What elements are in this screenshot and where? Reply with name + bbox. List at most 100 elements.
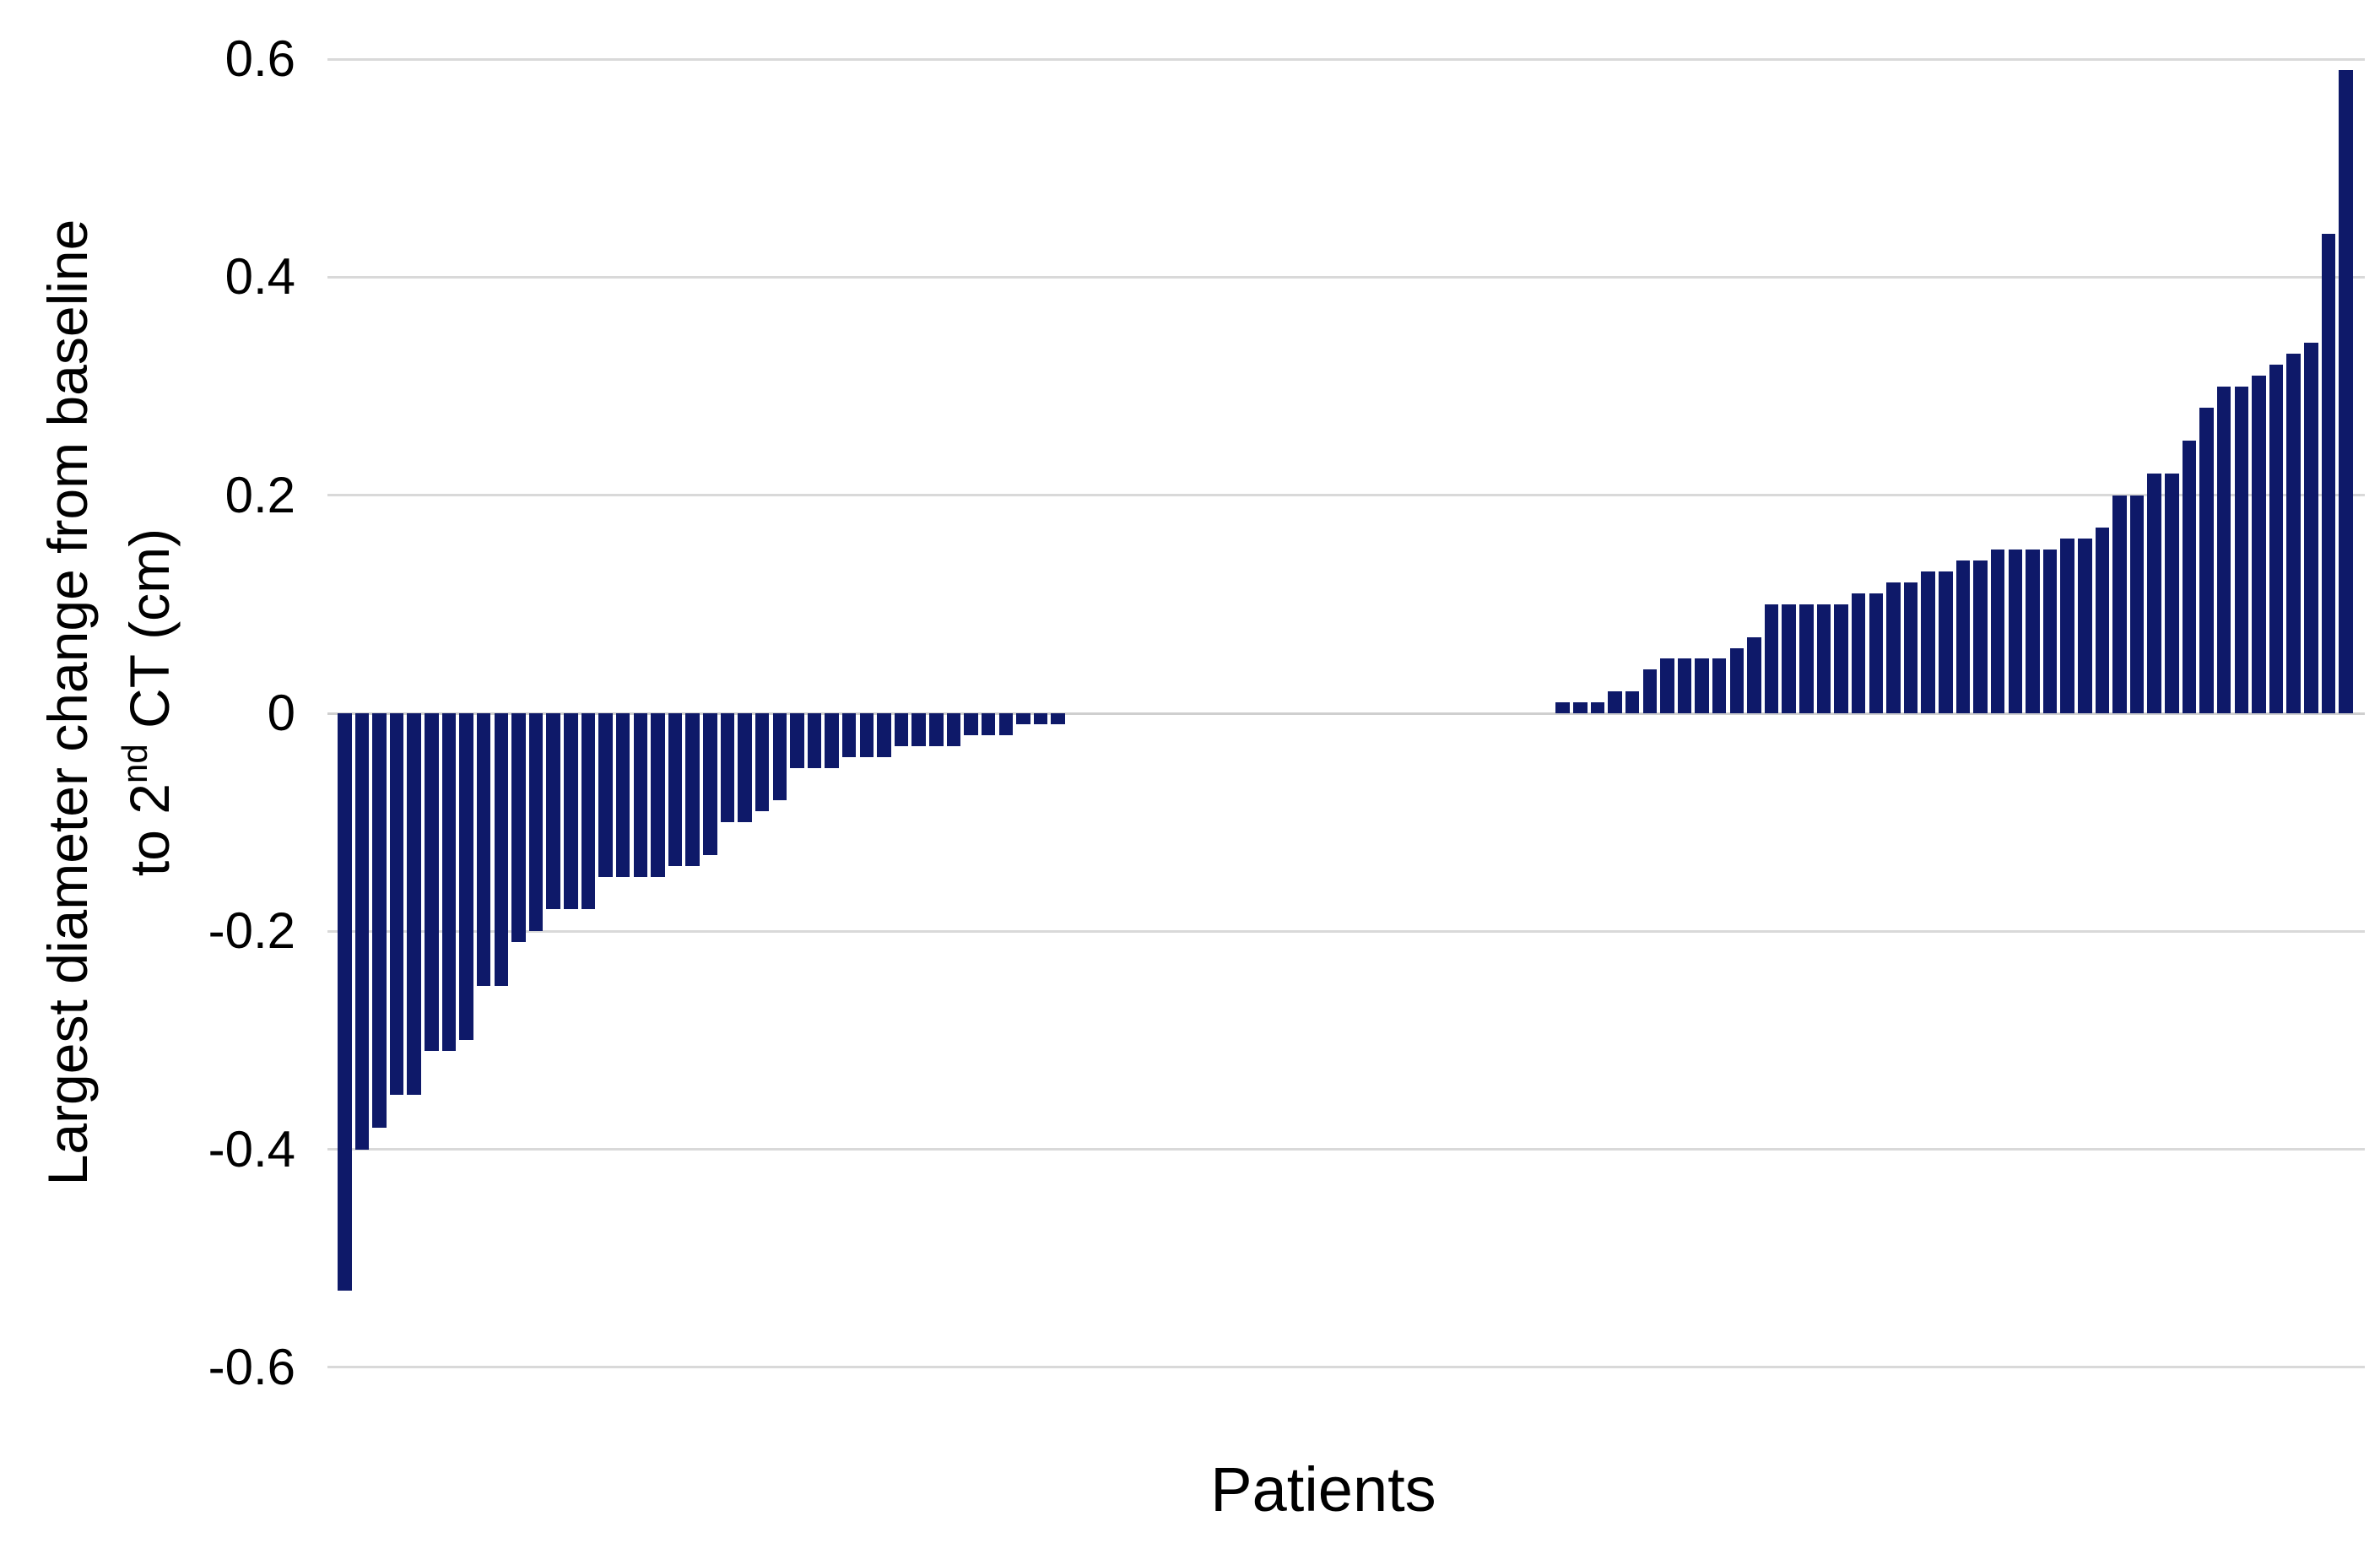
patient-bar <box>564 713 578 910</box>
patient-bar <box>2147 473 2161 713</box>
patient-bar <box>894 713 909 746</box>
patient-bar <box>911 713 926 746</box>
gridline <box>327 1148 2365 1151</box>
patient-bar <box>1973 560 1988 713</box>
patient-bar <box>1642 669 1657 713</box>
y-axis-title: Largest diameter change from baseline to… <box>35 69 181 1335</box>
x-axis-title: Patients <box>1210 1454 1436 1524</box>
patient-bar <box>1782 604 1796 713</box>
patient-bar <box>998 713 1014 735</box>
patient-bar <box>2095 528 2110 713</box>
patient-bar <box>1555 702 1570 713</box>
patient-bar <box>790 713 804 768</box>
patient-bar <box>703 713 717 855</box>
patient-bar <box>1834 604 1848 713</box>
patient-bar <box>1677 658 1692 713</box>
patient-bar <box>2078 539 2092 713</box>
patient-bar <box>2252 375 2266 713</box>
y-tick-label: 0 <box>267 685 295 741</box>
patient-bar <box>1764 604 1779 713</box>
patient-bar <box>1921 571 1935 713</box>
patient-bar <box>2042 550 2058 713</box>
gridline <box>327 57 2365 61</box>
patient-bar <box>2286 353 2301 713</box>
patient-bar <box>2129 495 2145 713</box>
patient-bar <box>2165 473 2179 713</box>
patient-bar <box>1590 702 1605 713</box>
patient-bar <box>755 713 770 812</box>
y-tick-label: -0.2 <box>208 902 295 960</box>
patient-bar <box>511 713 526 943</box>
patient-bar <box>1990 550 2005 713</box>
patient-bar <box>981 713 996 735</box>
patient-bar <box>929 713 944 746</box>
patient-bar <box>354 713 370 1150</box>
y-tick-label: 0.6 <box>224 30 295 88</box>
patient-bar <box>441 713 457 1052</box>
patient-bar <box>1747 636 1761 713</box>
patient-bar <box>425 713 439 1052</box>
patient-bar <box>1939 571 1953 713</box>
patient-bar <box>964 713 978 735</box>
patient-bar <box>494 713 509 986</box>
patient-bar <box>685 713 700 866</box>
patient-bar <box>720 713 735 823</box>
y-tick-label: 0.2 <box>224 466 295 523</box>
patient-bar <box>2112 495 2127 713</box>
gridline <box>327 1366 2365 1369</box>
x-axis-zero-line <box>327 712 2365 715</box>
patient-bar <box>2269 364 2284 713</box>
patient-bar <box>581 713 596 910</box>
patient-bar <box>1625 691 1640 713</box>
patient-bar <box>2008 550 2023 713</box>
patient-bar <box>2321 233 2336 713</box>
patient-bar <box>1033 713 1048 724</box>
patient-bar <box>738 713 752 823</box>
patient-bar <box>668 713 683 866</box>
patient-bar <box>1608 691 1622 713</box>
y-tick-label: -0.4 <box>208 1120 295 1178</box>
patient-bar <box>389 713 404 1096</box>
patient-bar <box>476 713 491 986</box>
patient-bar <box>1799 604 1814 713</box>
patient-bar <box>1816 604 1831 713</box>
patient-bar <box>1695 658 1709 713</box>
patient-bar <box>1851 593 1866 713</box>
patient-bar <box>2199 408 2214 713</box>
patient-bar <box>528 713 544 932</box>
patient-bar <box>841 713 857 757</box>
patient-bar <box>825 713 839 768</box>
patient-bar <box>1955 560 1971 713</box>
patient-bar <box>1869 593 1884 713</box>
patient-bar <box>598 713 613 877</box>
patient-bar <box>1051 713 1065 724</box>
patient-bar <box>459 713 473 1041</box>
patient-bar <box>946 713 961 746</box>
y-tick-label: -0.6 <box>208 1338 295 1395</box>
patient-bar <box>1016 713 1030 724</box>
patient-bar <box>2339 70 2353 713</box>
patient-bar <box>651 713 665 877</box>
gridline <box>327 275 2365 279</box>
patient-bar <box>1886 582 1901 713</box>
y-tick-label: 0.4 <box>224 248 295 306</box>
patient-bar <box>2060 539 2074 713</box>
patient-bar <box>877 713 891 757</box>
patient-bar <box>2216 386 2231 713</box>
patient-bar <box>372 713 387 1128</box>
patient-bar <box>338 713 352 1291</box>
patient-bar <box>2234 386 2249 713</box>
patient-bar <box>546 713 560 910</box>
superscript-nd: nd <box>115 744 154 784</box>
gridline <box>327 494 2365 497</box>
patient-bar <box>2026 550 2040 713</box>
patient-bar <box>633 713 648 877</box>
patient-bar <box>1903 582 1918 713</box>
patient-bar <box>1729 647 1744 713</box>
gridline <box>327 929 2365 933</box>
patient-bar <box>859 713 874 757</box>
patient-bar <box>407 713 421 1096</box>
patient-bar <box>2304 342 2318 713</box>
